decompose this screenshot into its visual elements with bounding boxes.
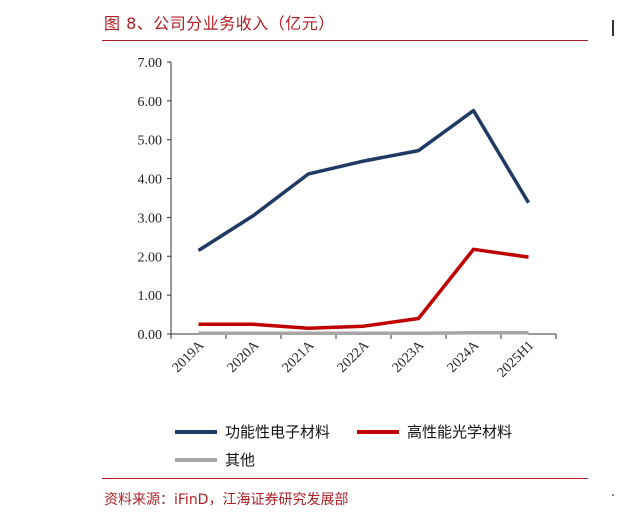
series-lines xyxy=(197,108,531,335)
y-tick-label: 1.00 xyxy=(138,289,163,304)
y-tick-label: 3.00 xyxy=(138,211,163,226)
legend-label-2: 其他 xyxy=(225,451,255,469)
series-line-1 xyxy=(198,247,529,330)
edge-marker xyxy=(612,20,614,36)
x-tick-label: 2022A xyxy=(335,338,373,376)
x-tick-label: 2025H1 xyxy=(495,338,538,381)
x-tick-label: 2023A xyxy=(390,338,428,376)
y-tick-label: 2.00 xyxy=(138,250,163,265)
y-tick-label: 7.00 xyxy=(138,56,163,71)
y-axis-tick-labels: 0.00 1.00 2.00 3.00 4.00 5.00 6.00 7.00 xyxy=(138,56,163,343)
footer-divider xyxy=(102,478,588,479)
edge-marker-bottom xyxy=(612,494,614,496)
x-tick-label: 2021A xyxy=(280,338,318,376)
source-note: 资料来源：iFinD，江海证券研究发展部 xyxy=(104,492,349,508)
y-tick-label: 4.00 xyxy=(138,173,163,188)
legend-label-1: 高性能光学材料 xyxy=(407,423,512,441)
x-tick-label: 2020A xyxy=(225,338,263,376)
y-tick-label: 0.00 xyxy=(138,328,163,343)
chart-axes xyxy=(167,61,557,339)
figure-title: 图 8、公司分业务收入（亿元） xyxy=(104,14,335,33)
series-line-0 xyxy=(197,108,531,252)
x-axis-tick-labels: 2019A 2020A 2021A 2022A 2023A 2024A 2025H1 xyxy=(170,338,538,381)
title-divider xyxy=(102,40,588,41)
y-tick-label: 5.00 xyxy=(138,134,163,149)
x-tick-label: 2024A xyxy=(445,338,483,376)
y-tick-label: 6.00 xyxy=(138,95,163,110)
legend-label-0: 功能性电子材料 xyxy=(225,423,330,441)
x-tick-label: 2019A xyxy=(170,338,208,376)
